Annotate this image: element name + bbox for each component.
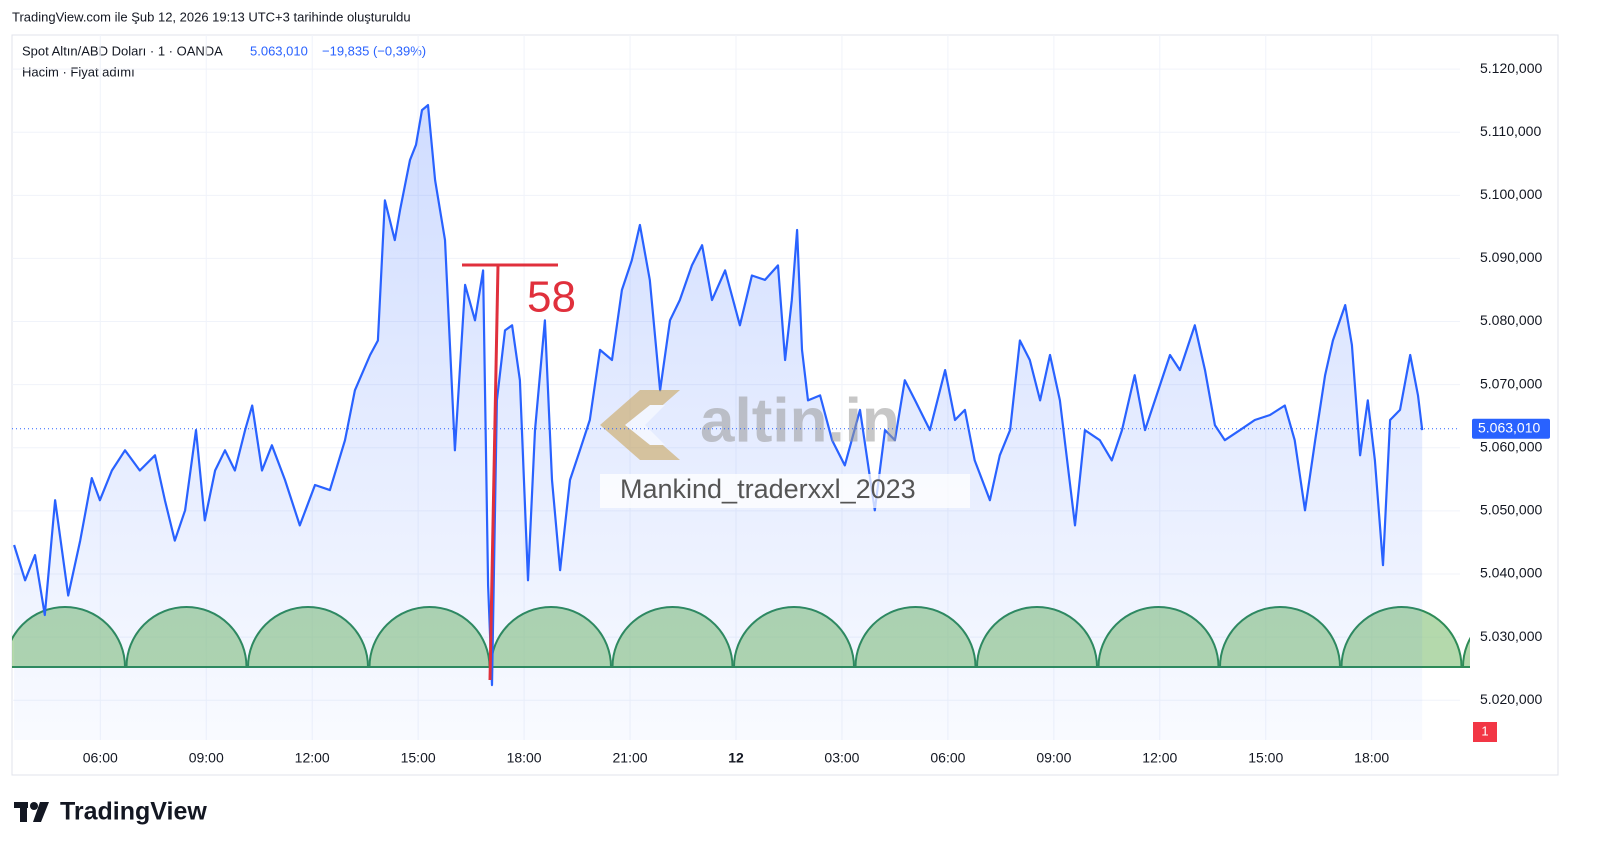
x-tick-label: 18:00 (1354, 750, 1389, 766)
plot (12, 35, 1470, 740)
x-tick-label: 09:00 (189, 750, 224, 766)
subtitle: Hacim · Fiyat adımı (22, 64, 135, 79)
y-tick-label: 5.120,000 (1480, 60, 1542, 76)
x-tick-label: 03:00 (824, 750, 859, 766)
y-tick-label: 5.090,000 (1480, 249, 1542, 265)
y-tick-label: 5.070,000 (1480, 375, 1542, 391)
x-tick-label: 06:00 (83, 750, 118, 766)
x-tick-label: 15:00 (1248, 750, 1283, 766)
alert-badge (1473, 722, 1497, 742)
watermark-user: Mankind_traderxxl_2023 (620, 474, 916, 504)
y-tick-label: 5.050,000 (1480, 502, 1542, 518)
price-line (13, 104, 1424, 687)
semicircle-decoration (1461, 636, 1470, 668)
alert-count: 1 (1481, 723, 1488, 738)
area-fill (14, 105, 1423, 740)
y-tick-label: 5.080,000 (1480, 312, 1542, 328)
annotation-marker (462, 263, 558, 681)
watermark: altin.in (700, 386, 900, 455)
caption: TradingView.com ile Şub 12, 2026 19:13 U… (12, 9, 411, 24)
price-change: −19,835 (−0,39%) (322, 43, 426, 58)
last-price-box (1472, 418, 1550, 439)
y-tick-label: 5.020,000 (1480, 691, 1542, 707)
brand: TradingView (60, 798, 207, 826)
watermark-bg (600, 474, 970, 508)
x-tick-label: 09:00 (1036, 750, 1071, 766)
chart-frame (11, 34, 1559, 776)
x-tick-label: 15:00 (401, 750, 436, 766)
x-tick-label: 06:00 (930, 750, 965, 766)
x-tick-label: 21:00 (613, 750, 648, 766)
y-tick-label: 5.040,000 (1480, 565, 1542, 581)
last-price: 5.063,010 (250, 43, 308, 58)
y-tick-label: 5.030,000 (1480, 628, 1542, 644)
y-tick-label: 5.100,000 (1480, 186, 1542, 202)
symbol-title: Spot Altın/ABD Doları · 1 · OANDA (22, 43, 223, 58)
y-tick-label: 5.060,000 (1480, 438, 1542, 454)
x-tick-label: 18:00 (507, 750, 542, 766)
last-price-label: 5.063,010 (1478, 419, 1540, 435)
x-tick-label: 12:00 (295, 750, 330, 766)
brand-logo (14, 802, 49, 822)
x-tick-label: 12 (728, 750, 744, 766)
x-tick-label: 12:00 (1142, 750, 1177, 766)
watermark-logo (600, 390, 680, 460)
annotation: 58 (527, 273, 576, 322)
y-tick-label: 5.110,000 (1480, 123, 1541, 139)
